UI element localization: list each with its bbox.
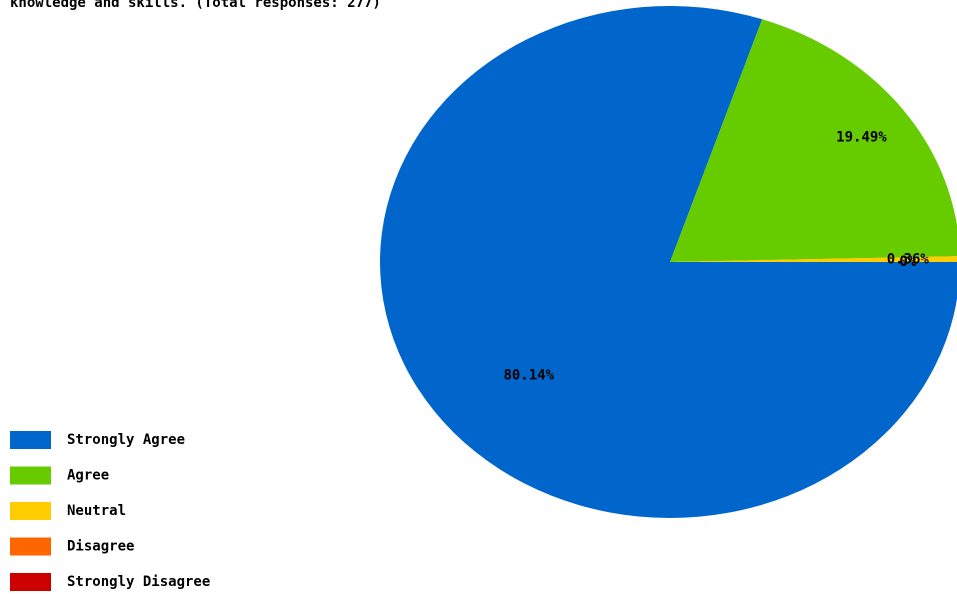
legend-swatch bbox=[10, 431, 51, 449]
data-label: 0.36% bbox=[887, 252, 930, 268]
legend-label: Strongly Agree bbox=[67, 432, 185, 448]
legend-swatch bbox=[10, 466, 51, 485]
legend-label: Agree bbox=[67, 468, 109, 484]
legend-swatch bbox=[10, 537, 51, 556]
data-label: 80.14% bbox=[503, 368, 554, 384]
legend-label: Strongly Disagree bbox=[67, 574, 210, 590]
legend-label: Disagree bbox=[67, 539, 134, 555]
legend-label: Neutral bbox=[67, 503, 126, 519]
data-label: 19.49% bbox=[836, 129, 887, 145]
data-label: 0% bbox=[899, 254, 916, 270]
legend-swatch bbox=[10, 502, 51, 520]
pie-slice bbox=[380, 6, 957, 518]
pie-slice bbox=[670, 256, 957, 262]
chart-title: knowledge and skills. (Total responses: … bbox=[10, 0, 381, 11]
pie-slice bbox=[670, 19, 957, 262]
legend-swatch bbox=[10, 573, 51, 591]
data-label: 0% bbox=[899, 254, 916, 270]
